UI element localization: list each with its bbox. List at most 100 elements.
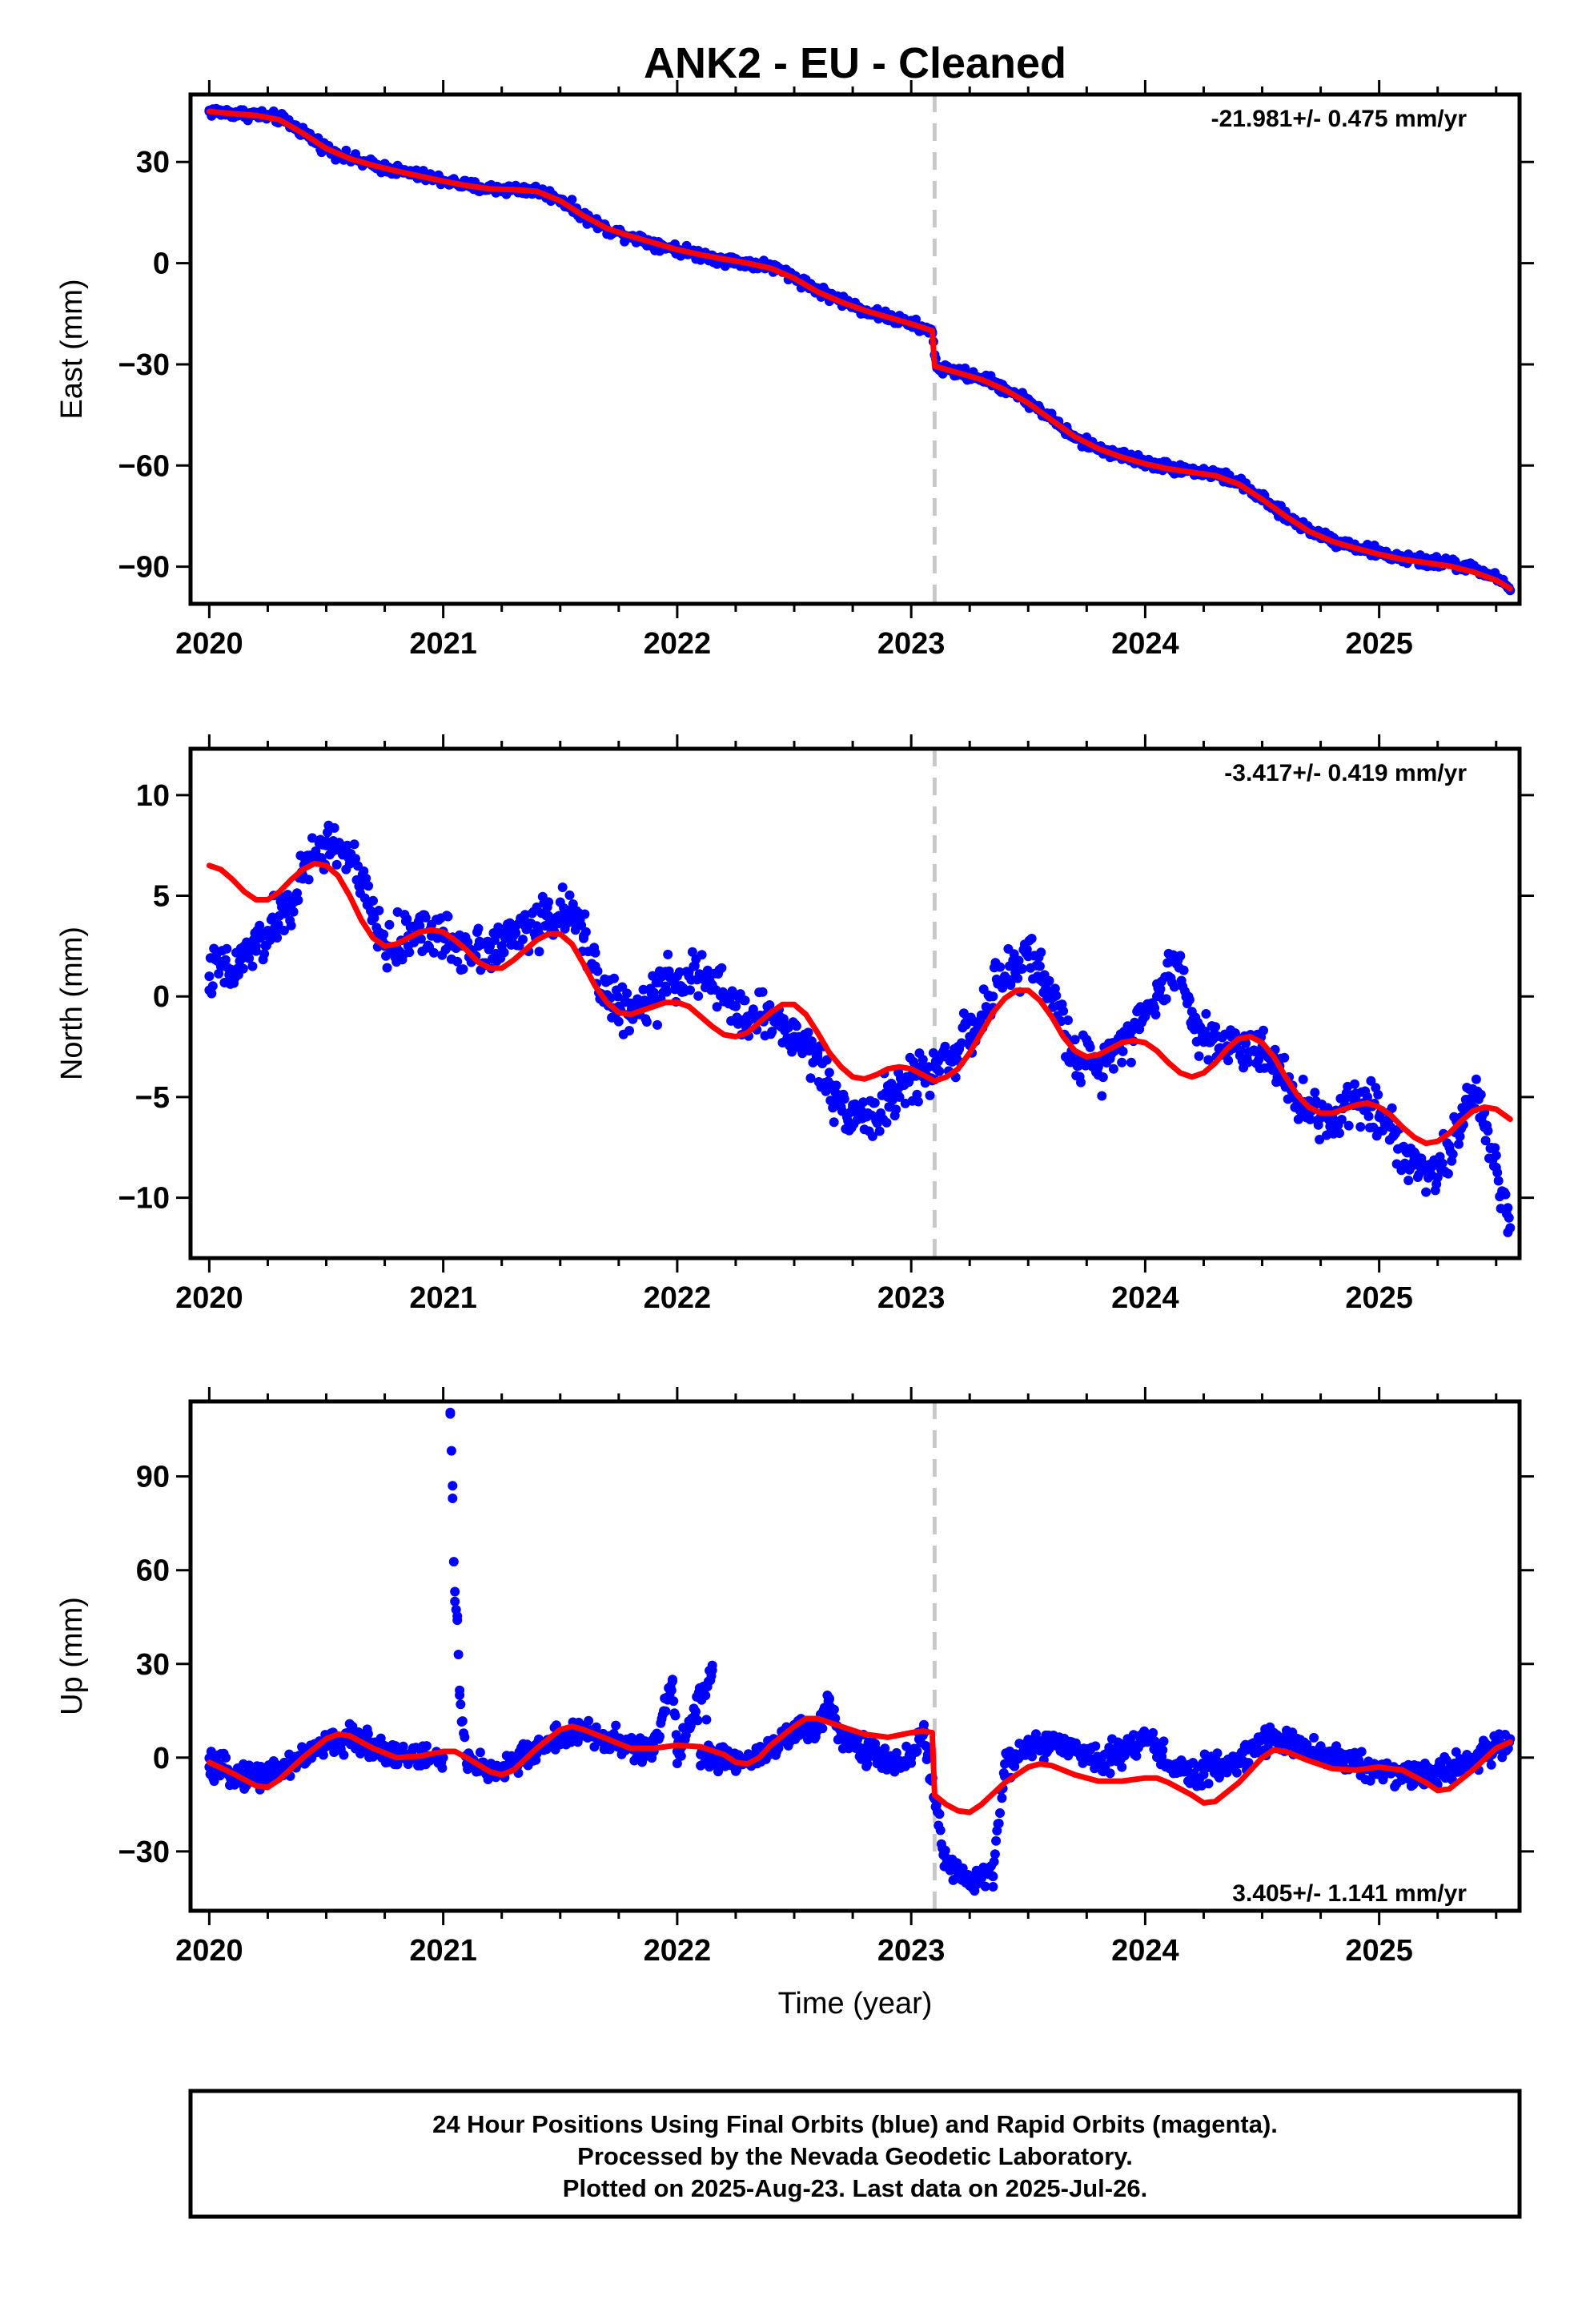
north-observed-point (1493, 1176, 1504, 1186)
up-rate-label: 3.405+/- 1.141 mm/yr (1232, 1880, 1467, 1907)
north-observed-point (930, 1062, 940, 1072)
east-y-tick-label: 0 (153, 247, 170, 281)
up-observed-point (1327, 1749, 1338, 1759)
up-observed-point (448, 1481, 458, 1491)
north-observed-point (1161, 994, 1171, 1004)
up-observed-point (1486, 1759, 1496, 1770)
north-observed-point (696, 971, 706, 982)
east-x-tick-label: 2024 (1111, 627, 1179, 661)
up-observed-point (994, 1819, 1004, 1828)
north-observed-point (1140, 1011, 1150, 1022)
east-panel: 2020 2021 2022 2023 2024 2025 −90 −60 −30 0 30 East… (55, 80, 1534, 661)
north-observed-point (995, 962, 1006, 972)
north-observed-point (1409, 1152, 1419, 1163)
up-observed-point (457, 1716, 468, 1727)
north-observed-point (859, 1112, 869, 1122)
up-x-tick-label: 2025 (1345, 1934, 1413, 1968)
north-observed-point (1490, 1143, 1500, 1153)
north-observed-point (687, 947, 697, 957)
north-observed-point (532, 921, 542, 931)
north-observed-point (379, 929, 389, 939)
up-observed-point (437, 1763, 448, 1773)
up-observed-point (670, 1711, 681, 1721)
north-observed-point (1355, 1122, 1366, 1132)
east-x-tick-label: 2023 (877, 627, 946, 661)
north-observed-point (1455, 1132, 1465, 1142)
north-observed-point (652, 1019, 662, 1030)
north-observed-point (368, 911, 378, 921)
north-observed-point (416, 934, 426, 944)
north-observed-point (740, 995, 750, 1006)
up-observed-point (891, 1747, 901, 1758)
north-observed-point (239, 951, 250, 961)
north-observed-point (1023, 951, 1034, 961)
up-observed-point (1046, 1737, 1057, 1747)
up-observed-point (448, 1557, 459, 1567)
north-observed-point (1013, 973, 1023, 983)
north-observed-point (697, 950, 707, 960)
east-observed-point (341, 145, 351, 155)
up-observed-point (1070, 1747, 1080, 1756)
north-observed-point (356, 880, 367, 891)
up-observed-point (1351, 1759, 1361, 1769)
north-observed-point (685, 985, 695, 995)
up-observed-point (398, 1741, 408, 1751)
north-observed-point (292, 888, 302, 899)
up-observed-point (1131, 1751, 1142, 1761)
north-observed-point (1046, 991, 1057, 1002)
north-observed-point (1491, 1162, 1501, 1172)
figure-title: ANK2 - EU - Cleaned (644, 39, 1066, 87)
north-observed-point (275, 911, 285, 921)
north-observed-point (544, 897, 554, 907)
north-observed-point (590, 947, 600, 958)
up-observed-point (668, 1675, 677, 1685)
north-observed-point (1186, 1021, 1197, 1031)
north-observed-point (891, 1104, 901, 1115)
up-observed-point (251, 1771, 261, 1782)
up-y-tick-label: 30 (136, 1648, 170, 1682)
up-observed-point (691, 1707, 701, 1717)
up-x-tick-label: 2021 (409, 1934, 477, 1968)
up-observed-point (976, 1865, 986, 1876)
up-observed-point (990, 1849, 1000, 1860)
north-observed-point (719, 991, 729, 1002)
north-observed-point (1504, 1212, 1514, 1223)
north-observed-point (731, 1001, 741, 1011)
north-observed-point (1155, 984, 1166, 994)
north-observed-point (717, 963, 727, 973)
north-observed-point (473, 941, 484, 951)
up-observed-point (339, 1750, 349, 1760)
east-y-axis-label: East (mm) (55, 279, 89, 419)
up-observed-point (460, 1732, 470, 1743)
footer-line-2: Processed by the Nevada Geodetic Laborat… (577, 2142, 1133, 2170)
up-observed-point (1140, 1734, 1150, 1744)
north-observed-point (1323, 1103, 1333, 1113)
east-model-line (206, 108, 1513, 592)
north-observed-point (415, 921, 425, 931)
north-observed-point (1223, 1055, 1234, 1066)
north-observed-point (1366, 1076, 1376, 1086)
north-observed-point (590, 961, 600, 971)
north-observed-point (293, 895, 303, 906)
north-observed-point (1097, 1091, 1107, 1101)
up-x-axis-label: Time (year) (778, 1987, 933, 2020)
north-observed-point (1305, 1114, 1315, 1124)
north-observed-point (1034, 961, 1045, 971)
north-observed-point (279, 926, 289, 935)
up-observed-point (450, 1586, 460, 1597)
north-observed-point (1009, 949, 1019, 959)
up-observed-point (940, 1845, 950, 1856)
north-observed-point (1315, 1135, 1325, 1144)
up-observed-point (693, 1715, 703, 1726)
north-observed-point (805, 1073, 816, 1084)
north-observed-point (1421, 1187, 1431, 1197)
north-observed-point (839, 1094, 849, 1104)
north-observed-point (562, 918, 572, 928)
north-observed-point (333, 840, 343, 850)
east-x-tick-label: 2020 (175, 627, 243, 661)
north-y-tick-label: −10 (118, 1182, 170, 1216)
north-observed-point (1503, 1203, 1513, 1213)
north-observed-point (742, 1011, 753, 1022)
up-observed-point (584, 1715, 594, 1726)
up-observed-point (1231, 1767, 1242, 1778)
